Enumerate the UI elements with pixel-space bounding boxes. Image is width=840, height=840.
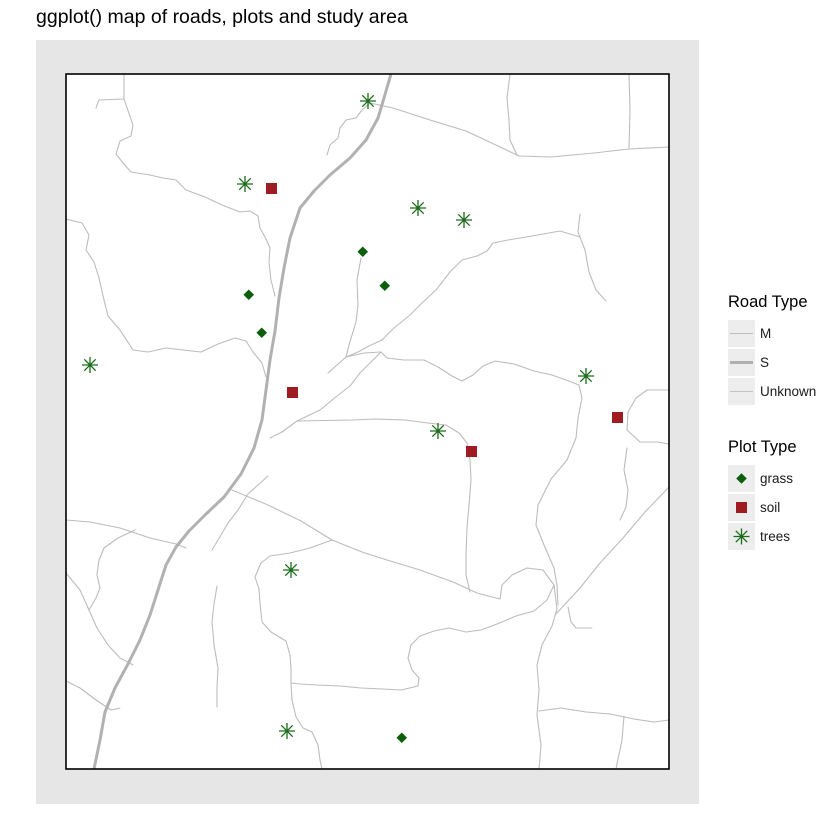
trees-plot-marker [82, 357, 98, 373]
road-line [254, 539, 333, 684]
road-line [231, 489, 501, 600]
road-line [345, 230, 581, 358]
legend-item: trees [728, 522, 797, 551]
study-area [66, 74, 669, 769]
trees-plot-marker [410, 200, 426, 216]
legend-label: trees [760, 529, 791, 544]
road-line [536, 584, 558, 769]
study-area-border [65, 73, 670, 770]
trees-plot-marker [430, 423, 446, 439]
legend-label: M [760, 326, 772, 341]
legend-key [728, 523, 755, 550]
main-road-s [92, 74, 393, 769]
legend-key [728, 349, 755, 376]
grass-plot-marker [256, 327, 268, 339]
trees-plot-marker [456, 212, 472, 228]
legend-key [728, 378, 755, 405]
road-line [88, 529, 136, 611]
legend-item: Unknown [728, 377, 816, 406]
road-line [95, 74, 125, 109]
road-line [626, 389, 669, 445]
soil-plot-marker [466, 446, 477, 457]
road-line [211, 475, 269, 551]
diamond-icon [736, 473, 747, 484]
asterisk-icon [733, 528, 750, 545]
map-title: ggplot() map of roads, plots and study a… [36, 6, 408, 28]
road-line [66, 572, 134, 666]
soil-plot-marker [287, 387, 298, 398]
road-line [66, 218, 267, 378]
road-line [66, 680, 121, 711]
road-line [290, 584, 555, 691]
road-line [269, 431, 283, 439]
legend-plot-type: Plot Type grass soil trees [728, 438, 797, 551]
legend-item: S [728, 348, 816, 377]
plots-layer [82, 93, 623, 744]
soil-plot-marker [612, 412, 623, 423]
road-line [211, 585, 219, 708]
grass-plot-marker [379, 280, 391, 292]
road-line [369, 102, 669, 158]
road-line [628, 74, 631, 149]
road-line [615, 715, 625, 769]
legend-item: soil [728, 493, 797, 522]
legend-label: soil [760, 500, 781, 515]
road-line [281, 351, 382, 433]
legend-key [728, 465, 755, 492]
trees-plot-marker [237, 176, 253, 192]
road-line [577, 213, 607, 302]
legend-label: grass [760, 471, 794, 486]
legend-key [728, 320, 755, 347]
grass-plot-marker [243, 289, 255, 301]
road-line [290, 682, 323, 769]
soil-plot-marker [266, 183, 277, 194]
trees-plot-marker [578, 368, 594, 384]
trees-plot-marker [283, 562, 299, 578]
road-line [567, 606, 593, 629]
legend-key [728, 494, 755, 521]
road-line [506, 74, 518, 156]
roads-layer [66, 74, 669, 769]
road-line [115, 98, 276, 297]
road-line [326, 102, 371, 156]
trees-plot-marker [279, 723, 295, 739]
minor-roads [66, 74, 669, 769]
legend-item: M [728, 319, 816, 348]
legend-item: grass [728, 464, 797, 493]
road-line [554, 486, 669, 616]
legend-title: Road Type [728, 293, 808, 311]
square-icon [736, 502, 747, 513]
road-line [296, 418, 472, 593]
road-line [499, 567, 555, 600]
legend-road-type: Road Type M S Unknown [728, 293, 816, 406]
legend-label: S [760, 355, 770, 370]
trees-plot-marker [360, 93, 376, 109]
legend-title: Plot Type [728, 438, 797, 456]
grass-plot-marker [357, 246, 369, 258]
grass-plot-marker [396, 732, 408, 744]
road-line [345, 351, 583, 606]
legend-label: Unknown [760, 384, 817, 399]
road-line [538, 707, 669, 723]
road-line [619, 447, 629, 521]
